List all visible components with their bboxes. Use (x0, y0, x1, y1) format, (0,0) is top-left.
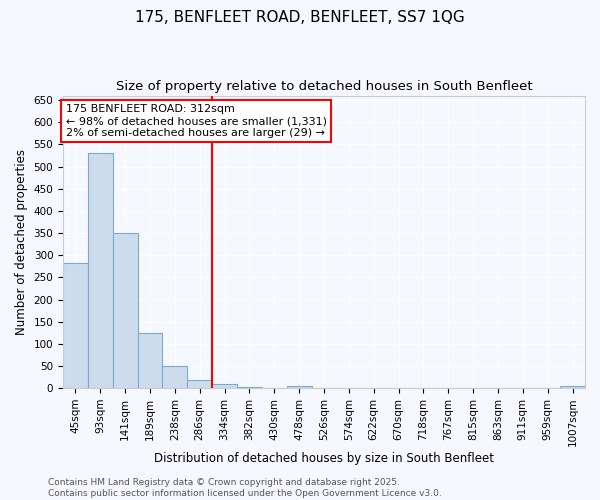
Text: 175 BENFLEET ROAD: 312sqm
← 98% of detached houses are smaller (1,331)
2% of sem: 175 BENFLEET ROAD: 312sqm ← 98% of detac… (65, 104, 326, 138)
Bar (113, 233, 137, 388)
Text: 175, BENFLEET ROAD, BENFLEET, SS7 1QG: 175, BENFLEET ROAD, BENFLEET, SS7 1QG (135, 10, 465, 25)
X-axis label: Distribution of detached houses by size in South Benfleet: Distribution of detached houses by size … (154, 452, 494, 465)
Bar (163, 366, 187, 388)
Bar (187, 380, 212, 388)
Bar (88, 153, 113, 388)
Bar (63, 262, 88, 388)
Bar (137, 333, 163, 388)
Bar (287, 386, 311, 388)
Y-axis label: Number of detached properties: Number of detached properties (15, 149, 28, 335)
Bar (237, 387, 262, 388)
Title: Size of property relative to detached houses in South Benfleet: Size of property relative to detached ho… (116, 80, 532, 93)
Bar (212, 384, 237, 388)
Bar (560, 386, 585, 388)
Text: Contains HM Land Registry data © Crown copyright and database right 2025.
Contai: Contains HM Land Registry data © Crown c… (48, 478, 442, 498)
